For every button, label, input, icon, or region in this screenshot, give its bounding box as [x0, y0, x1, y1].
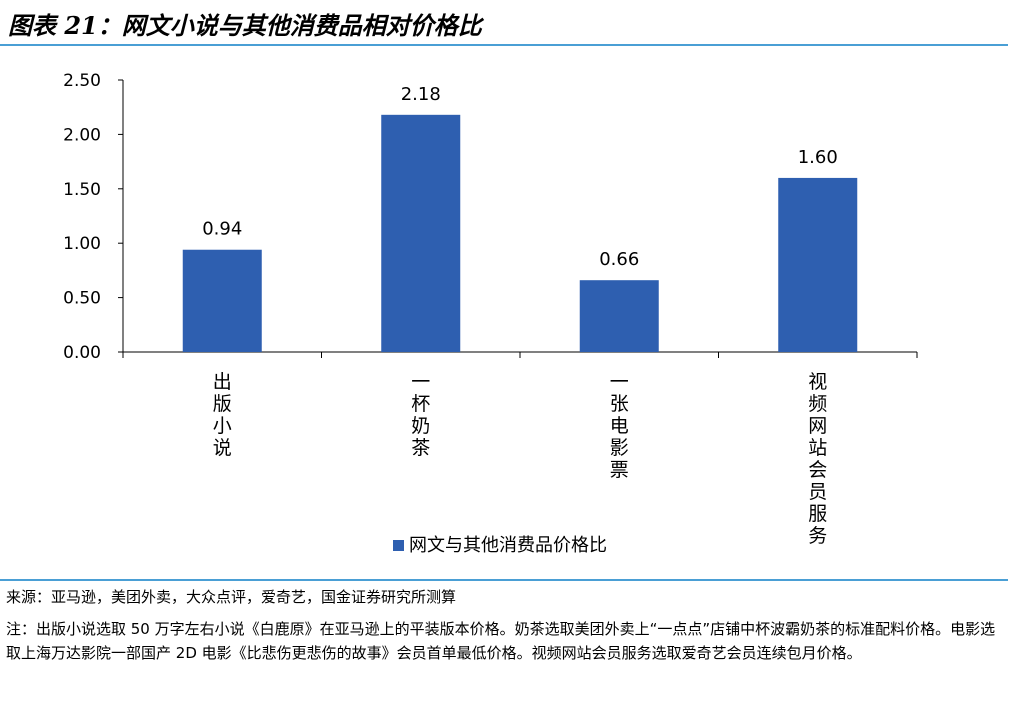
top-divider	[0, 44, 1008, 46]
footnote-text: 注：出版小说选取 50 万字左右小说《白鹿原》在亚马逊上的平装版本价格。奶茶选取…	[6, 620, 996, 662]
legend-swatch	[393, 540, 404, 551]
bottom-divider	[0, 579, 1008, 581]
data-label: 2.18	[401, 84, 441, 105]
y-tick-label: 2.50	[63, 71, 101, 91]
data-label: 1.60	[798, 147, 838, 168]
x-category-label: 出版小说	[213, 371, 232, 459]
x-category-label: 一杯奶茶	[411, 371, 430, 459]
chart-canvas: 0.00 0.50 1.00 1.50 2.00 2.50 0.94 出版小说 2.18 一杯奶茶…	[63, 71, 918, 556]
y-tick-label: 1.00	[63, 234, 101, 254]
bar-2	[381, 114, 461, 352]
data-label: 0.66	[599, 249, 639, 270]
bar-1	[182, 249, 262, 352]
figure-title: 图表 21：网文小说与其他消费品相对价格比	[8, 11, 482, 40]
x-category-label: 一张电影票	[610, 371, 629, 481]
bar-chart: 0.00 0.50 1.00 1.50 2.00 2.50 0.94 出版小说 2.18 一杯奶茶…	[0, 48, 1012, 578]
y-tick-label: 0.50	[63, 289, 101, 309]
x-category-label: 视频网站会员服务	[808, 371, 827, 547]
legend-label: 网文与其他消费品价格比	[409, 535, 607, 556]
y-tick-label: 2.00	[63, 125, 101, 145]
source-text: 来源：亚马逊，美团外卖，大众点评，爱奇艺，国金证券研究所测算	[6, 588, 457, 606]
data-label: 0.94	[202, 219, 242, 240]
y-tick-label: 1.50	[63, 180, 101, 200]
bar-3	[579, 280, 659, 352]
y-tick-label: 0.00	[63, 343, 101, 363]
bar-4	[778, 177, 858, 352]
